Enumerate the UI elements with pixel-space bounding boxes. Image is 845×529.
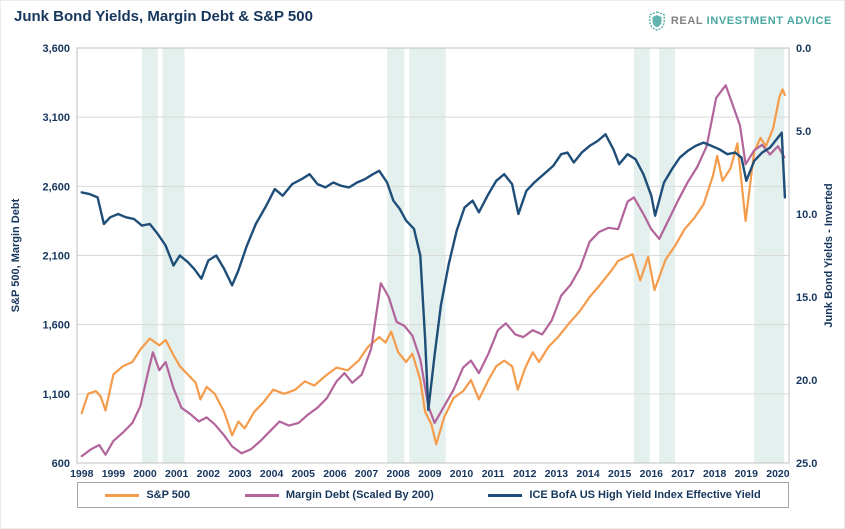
x-axis-tick: 2001: [165, 468, 189, 480]
left-axis-tick: 1,100: [42, 389, 70, 401]
left-axis-tick: 3,100: [42, 112, 70, 124]
legend-item-high-yield: ICE BofA US High Yield Index Effective Y…: [488, 489, 761, 501]
series-line-2: [80, 131, 787, 412]
x-axis-tick: 2020: [766, 468, 790, 480]
legend-item-sp500: S&P 500: [105, 489, 190, 501]
x-axis-tick: 1999: [102, 468, 126, 480]
x-axis-tick: 1998: [70, 468, 94, 480]
x-axis-tick: 2019: [735, 468, 759, 480]
x-axis-tick: 2018: [703, 468, 727, 480]
right-axis-tick: 25.0: [796, 458, 817, 470]
shield-icon: [649, 11, 665, 31]
right-axis-tick: 20.0: [796, 375, 817, 387]
x-axis-tick: 2006: [323, 468, 347, 480]
legend-label-sp500: S&P 500: [146, 489, 191, 501]
x-axis-tick: 2004: [260, 468, 284, 480]
margin-debt-line-swatch: [244, 493, 279, 497]
x-axis-tick: 2011: [482, 468, 505, 480]
right-axis-tick: 0.0: [796, 43, 811, 55]
right-axis-tick: 10.0: [796, 209, 817, 221]
brand-logo: REAL INVESTMENT ADVICE: [648, 11, 832, 31]
x-axis-tick: 2005: [292, 468, 316, 480]
x-axis-tick: 2014: [576, 468, 600, 480]
x-axis-tick: 2017: [671, 468, 695, 480]
x-axis-tick: 2010: [450, 468, 474, 480]
logo-word-real: REAL: [670, 15, 704, 27]
x-axis-tick: 2012: [513, 468, 537, 480]
legend-label-high-yield: ICE BofA US High Yield Index Effective Y…: [529, 489, 761, 501]
x-axis-tick: 2015: [608, 468, 632, 480]
x-axis-tick: 2002: [197, 468, 221, 480]
right-axis-tick: 5.0: [796, 126, 811, 138]
right-axis-tick: 15.0: [796, 292, 817, 304]
logo-word-advice: ADVICE: [786, 15, 832, 27]
high-yield-line-swatch: [488, 493, 523, 497]
chart-title: Junk Bond Yields, Margin Debt & S&P 500: [14, 8, 313, 25]
logo-word-investment: INVESTMENT: [706, 15, 784, 27]
x-axis-tick: 2016: [640, 468, 664, 480]
right-axis-title: Junk Bond Yields - Inverted: [823, 183, 835, 327]
x-axis-tick: 2003: [228, 468, 252, 480]
legend-item-margin-debt: Margin Debt (Scaled By 200): [244, 489, 434, 501]
x-axis-tick: 2008: [387, 468, 411, 480]
left-axis-title: S&P 500, Margin Debt: [10, 198, 22, 312]
series-line-0: [80, 88, 787, 446]
x-axis-tick: 2000: [133, 468, 157, 480]
x-axis-tick: 2007: [355, 468, 379, 480]
sp500-line-swatch: [105, 493, 140, 497]
x-axis-tick: 2009: [418, 468, 442, 480]
x-axis-tick: 2013: [545, 468, 569, 480]
chart-legend: S&P 500 Margin Debt (Scaled By 200) ICE …: [77, 482, 789, 508]
left-axis-tick: 600: [52, 458, 70, 470]
plot-border: [76, 47, 790, 464]
left-axis-tick: 3,600: [42, 43, 70, 55]
left-axis-tick: 1,600: [42, 320, 70, 332]
legend-label-margin-debt: Margin Debt (Scaled By 200): [285, 489, 434, 501]
left-axis-tick: 2,600: [42, 181, 70, 193]
brand-logo-text: REAL INVESTMENT ADVICE: [671, 15, 832, 27]
left-axis-tick: 2,100: [42, 251, 70, 263]
